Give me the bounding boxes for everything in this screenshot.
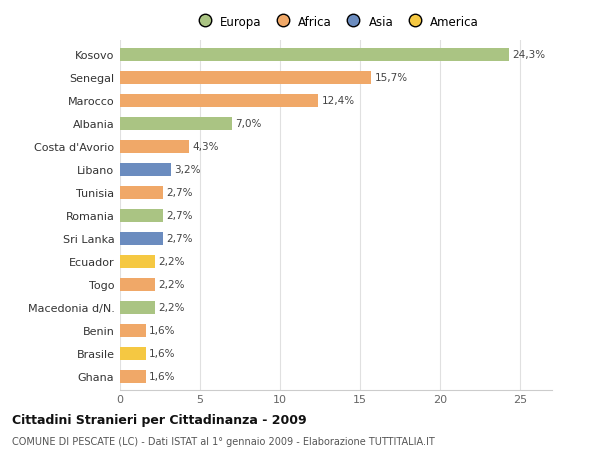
Text: 2,2%: 2,2% <box>158 257 185 267</box>
Bar <box>120 370 146 383</box>
Bar <box>120 232 163 245</box>
Bar <box>120 186 163 199</box>
Bar <box>120 95 319 107</box>
Bar <box>120 209 163 222</box>
Text: 2,2%: 2,2% <box>158 280 185 290</box>
Text: 2,2%: 2,2% <box>158 302 185 313</box>
Text: 2,7%: 2,7% <box>166 234 193 244</box>
Text: 15,7%: 15,7% <box>374 73 407 83</box>
Text: 4,3%: 4,3% <box>192 142 218 152</box>
Bar <box>120 278 155 291</box>
Text: 24,3%: 24,3% <box>512 50 545 60</box>
Bar <box>120 118 232 130</box>
Bar <box>120 163 171 176</box>
Bar <box>120 301 155 314</box>
Text: 1,6%: 1,6% <box>149 371 175 381</box>
Bar <box>120 347 146 360</box>
Text: 7,0%: 7,0% <box>235 119 262 129</box>
Text: 2,7%: 2,7% <box>166 211 193 221</box>
Text: 2,7%: 2,7% <box>166 188 193 198</box>
Text: 12,4%: 12,4% <box>322 96 355 106</box>
Text: 1,6%: 1,6% <box>149 325 175 336</box>
Bar <box>120 140 189 153</box>
Text: 1,6%: 1,6% <box>149 348 175 358</box>
Text: COMUNE DI PESCATE (LC) - Dati ISTAT al 1° gennaio 2009 - Elaborazione TUTTITALIA: COMUNE DI PESCATE (LC) - Dati ISTAT al 1… <box>12 436 435 446</box>
Text: Cittadini Stranieri per Cittadinanza - 2009: Cittadini Stranieri per Cittadinanza - 2… <box>12 413 307 426</box>
Bar <box>120 324 146 337</box>
Bar <box>120 72 371 84</box>
Bar <box>120 49 509 62</box>
Legend: Europa, Africa, Asia, America: Europa, Africa, Asia, America <box>193 16 479 28</box>
Bar <box>120 255 155 268</box>
Text: 3,2%: 3,2% <box>175 165 201 175</box>
